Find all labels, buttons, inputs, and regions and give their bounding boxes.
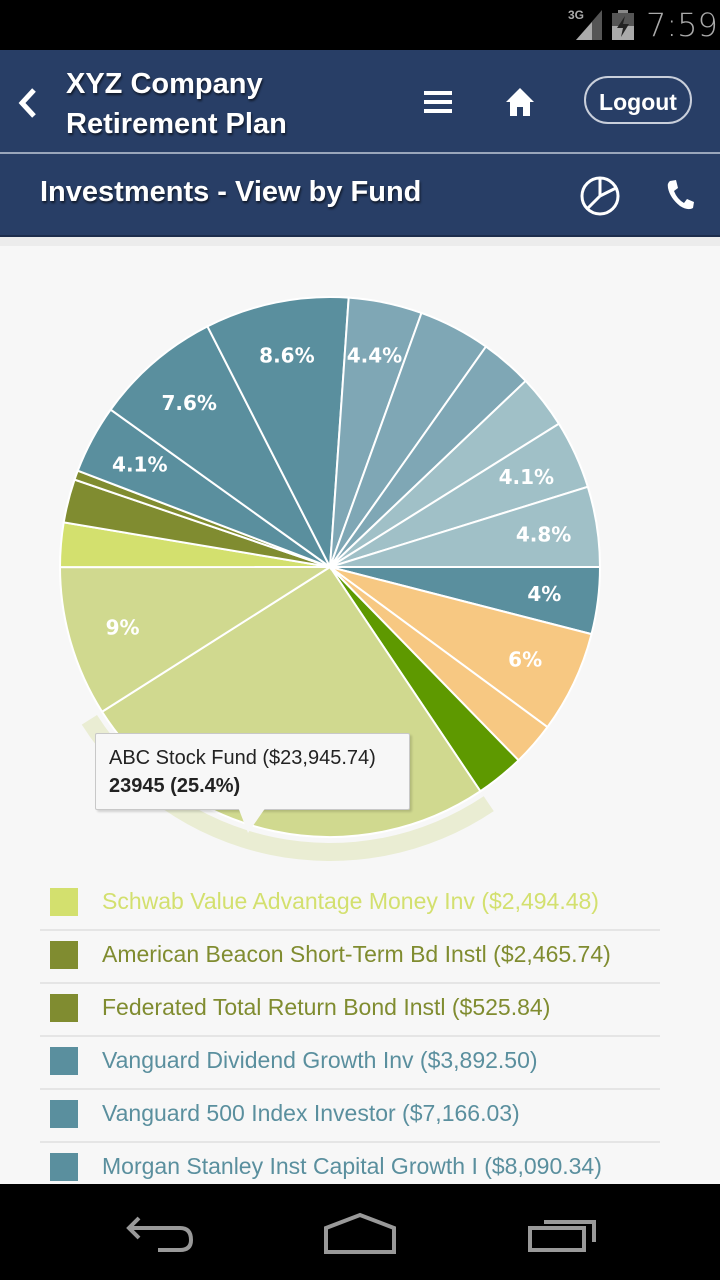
app-title: XYZ Company Retirement Plan — [66, 64, 287, 144]
legend-label: Schwab Value Advantage Money Inv ($2,494… — [102, 888, 599, 914]
clock: 7:59 — [646, 6, 718, 44]
legend-color-swatch — [50, 1153, 78, 1181]
legend-label: Vanguard Dividend Growth Inv ($3,892.50) — [102, 1047, 538, 1073]
slice-data-label: 6% — [508, 648, 542, 672]
header-divider — [0, 152, 720, 154]
slice-data-label: 4% — [527, 582, 561, 606]
status-bar: 3G 7:59 — [0, 0, 720, 50]
signal-icon — [576, 10, 602, 40]
chart-tooltip: ABC Stock Fund ($23,945.74) 23945 (25.4%… — [95, 733, 410, 810]
legend-item[interactable]: Morgan Stanley Inst Capital Growth I ($8… — [40, 1143, 660, 1194]
content-top-strip — [0, 237, 720, 246]
slice-data-label: 7.6% — [162, 391, 217, 415]
back-nav-icon[interactable] — [125, 1214, 195, 1254]
pie-slice-17[interactable] — [329, 485, 602, 568]
legend-item[interactable]: Schwab Value Advantage Money Inv ($2,494… — [40, 878, 660, 931]
legend-label: Vanguard 500 Index Investor ($7,166.03) — [102, 1100, 520, 1126]
hamburger-menu-icon[interactable] — [424, 90, 456, 114]
legend-item[interactable]: American Beacon Short-Term Bd Instl ($2,… — [40, 931, 660, 984]
pie-slice-5[interactable] — [58, 565, 334, 714]
slice-data-label: 8.6% — [259, 343, 314, 367]
legend-label: American Beacon Short-Term Bd Instl ($2,… — [102, 941, 611, 967]
legend-color-swatch — [50, 1100, 78, 1128]
battery-charging-icon — [612, 10, 634, 40]
slice-data-label: 9% — [106, 615, 140, 639]
tooltip-pointer — [238, 807, 266, 833]
system-nav-bar — [0, 1184, 720, 1280]
page-title: Investments - View by Fund — [40, 176, 422, 208]
slice-data-label: 4.8% — [516, 523, 571, 547]
title-line-1: XYZ Company — [66, 68, 263, 100]
recents-nav-icon[interactable] — [526, 1214, 598, 1254]
phone-icon[interactable] — [664, 178, 696, 212]
slice-data-label: 4.4% — [347, 344, 402, 368]
pie-slice-vanguard-500-index-investor[interactable] — [109, 325, 331, 568]
legend-item[interactable]: Vanguard Dividend Growth Inv ($3,892.50) — [40, 1037, 660, 1090]
legend-color-swatch — [50, 888, 78, 916]
legend-color-swatch — [50, 941, 78, 969]
logout-button[interactable]: Logout — [584, 76, 692, 124]
slice-data-label: 4.1% — [112, 453, 167, 477]
slice-data-label: 4.1% — [499, 465, 554, 489]
legend-label: Federated Total Return Bond Instl ($525.… — [102, 994, 551, 1020]
fund-legend-list: Schwab Value Advantage Money Inv ($2,494… — [40, 878, 660, 1194]
legend-item[interactable]: Vanguard 500 Index Investor ($7,166.03) — [40, 1090, 660, 1143]
title-line-2: Retirement Plan — [66, 108, 287, 140]
pie-chart-icon[interactable] — [578, 174, 622, 218]
legend-label: Morgan Stanley Inst Capital Growth I ($8… — [102, 1153, 602, 1179]
legend-item[interactable]: Federated Total Return Bond Instl ($525.… — [40, 984, 660, 1037]
pie-slice-morgan-stanley-inst-capital-growth-i[interactable] — [206, 296, 350, 571]
legend-color-swatch — [50, 994, 78, 1022]
tooltip-title: ABC Stock Fund ($23,945.74) — [109, 747, 376, 769]
home-nav-icon[interactable] — [322, 1212, 398, 1254]
tooltip-value: 23945 (25.4%) — [109, 775, 241, 797]
home-icon[interactable] — [504, 86, 536, 118]
network-type: 3G — [568, 8, 585, 22]
back-chevron-icon[interactable] — [14, 86, 42, 120]
legend-color-swatch — [50, 1047, 78, 1075]
